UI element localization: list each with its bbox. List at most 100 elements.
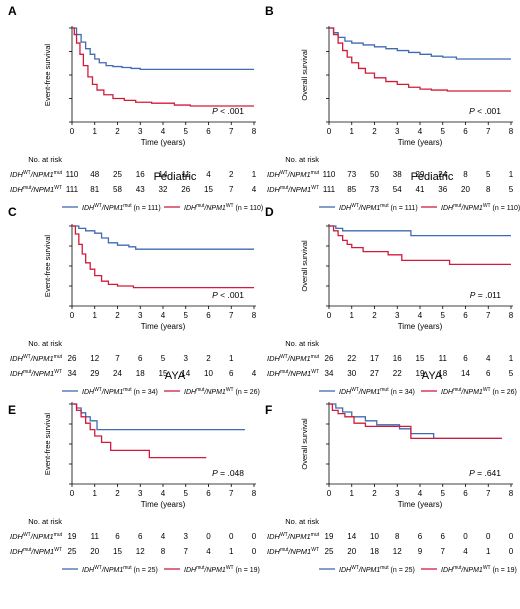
gene-status: mut [196, 565, 205, 571]
legend-count: (n = 111) [132, 205, 161, 212]
risk-count: 4 [161, 532, 166, 541]
slash: / [30, 369, 34, 378]
risk-count: 30 [347, 369, 356, 378]
risk-count: 14 [461, 369, 470, 378]
gene-name: IDH [267, 170, 281, 179]
slash: / [30, 547, 34, 556]
panel-letter: D [265, 205, 274, 219]
gene-status: mut [23, 369, 32, 375]
x-tick-label: 5 [441, 489, 446, 498]
gene-status: WT [94, 387, 102, 393]
risk-count: 0 [463, 532, 468, 541]
risk-count: 6 [115, 532, 120, 541]
risk-count: 48 [90, 170, 99, 179]
genotype-label: IDHWT/NPM1mut [10, 354, 63, 363]
p-value-text: < .001 [218, 290, 245, 300]
risk-count: 16 [136, 170, 145, 179]
gene-status: mut [23, 185, 32, 191]
slash: / [203, 205, 207, 212]
x-tick-label: 5 [441, 311, 446, 320]
risk-count: 110 [323, 170, 336, 179]
genotype-label: IDHmut/NPM1WT [267, 185, 319, 194]
x-tick-label: 7 [229, 311, 234, 320]
x-tick-label: 1 [93, 489, 98, 498]
risk-count: 5 [486, 170, 491, 179]
risk-count: 11 [182, 170, 191, 179]
gene-name: NPM1 [206, 389, 226, 396]
gene-name: IDH [339, 567, 352, 574]
risk-count: 19 [68, 532, 77, 541]
red-survival-curve [329, 225, 511, 266]
gene-name: NPM1 [290, 369, 311, 378]
legend-count: (n = 110) [491, 205, 520, 212]
risk-count: 1 [229, 354, 234, 363]
gene-status: mut [311, 170, 320, 176]
gene-name: NPM1 [463, 205, 483, 212]
legend-label: IDHWT/NPM1mut (n = 111) [82, 203, 161, 212]
gene-name: IDH [184, 205, 197, 212]
gene-name: IDH [82, 205, 95, 212]
genotype-label: IDHmut/NPM1WT [10, 369, 62, 378]
risk-table-header: No. at risk [285, 155, 319, 164]
blue-survival-curve [72, 403, 245, 431]
legend-label: IDHWT/NPM1mut (n = 111) [339, 203, 418, 212]
gene-status: WT [351, 565, 359, 571]
gene-status: mut [196, 203, 205, 209]
p-symbol: P [212, 106, 218, 116]
risk-count: 111 [323, 185, 336, 194]
legend-label: IDHWT/NPM1mut (n = 34) [82, 387, 158, 396]
slash: / [30, 532, 34, 541]
risk-count: 34 [68, 369, 77, 378]
risk-count: 4 [206, 547, 211, 556]
p-value: P = .048 [212, 468, 244, 478]
panel-title: Pediatric [154, 171, 197, 183]
x-tick-label: 3 [395, 311, 400, 320]
gene-status: WT [226, 387, 234, 393]
x-tick-label: 4 [161, 127, 166, 136]
x-tick-label: 8 [252, 311, 257, 320]
p-symbol: P [212, 468, 218, 478]
gene-name: IDH [267, 354, 281, 363]
x-tick-label: 4 [161, 489, 166, 498]
gene-name: NPM1 [33, 185, 54, 194]
risk-count: 1 [509, 170, 514, 179]
gene-name: NPM1 [104, 567, 124, 574]
p-value: P = .011 [470, 290, 502, 300]
x-tick-label: 3 [138, 489, 143, 498]
risk-table-header: No. at risk [285, 339, 319, 348]
x-tick-label: 4 [418, 489, 423, 498]
risk-count: 58 [113, 185, 122, 194]
x-tick-label: 5 [184, 489, 189, 498]
legend-count: (n = 25) [132, 567, 158, 574]
x-tick-label: 8 [509, 489, 514, 498]
legend-count: (n = 26) [234, 389, 260, 396]
risk-count: 5 [509, 369, 514, 378]
gene-name: NPM1 [33, 532, 54, 541]
gene-name: IDH [339, 389, 352, 396]
risk-count: 15 [159, 369, 168, 378]
risk-table-header: No. at risk [28, 517, 62, 526]
gene-status: WT [54, 547, 62, 553]
risk-count: 15 [113, 547, 122, 556]
x-axis-label: Time (years) [141, 322, 186, 331]
risk-table-header: No. at risk [28, 339, 62, 348]
slash: / [460, 567, 464, 574]
gene-name: NPM1 [463, 389, 483, 396]
risk-count: 6 [463, 354, 468, 363]
p-value: P = .641 [469, 468, 501, 478]
gene-name: NPM1 [290, 354, 311, 363]
x-axis-label: Time (years) [141, 500, 186, 509]
legend-label: IDHmut/NPM1WT (n = 19) [441, 565, 517, 574]
risk-count: 73 [370, 185, 379, 194]
legend-label: IDHmut/NPM1WT (n = 19) [184, 565, 260, 574]
risk-count: 2 [229, 170, 234, 179]
gene-name: NPM1 [361, 567, 381, 574]
p-symbol: P [470, 290, 476, 300]
risk-count: 8 [486, 185, 491, 194]
risk-count: 4 [252, 369, 257, 378]
y-axis-label: Overall survival [300, 418, 309, 470]
p-value: P < .001 [469, 106, 501, 116]
x-tick-label: 1 [93, 311, 98, 320]
slash: / [203, 567, 207, 574]
